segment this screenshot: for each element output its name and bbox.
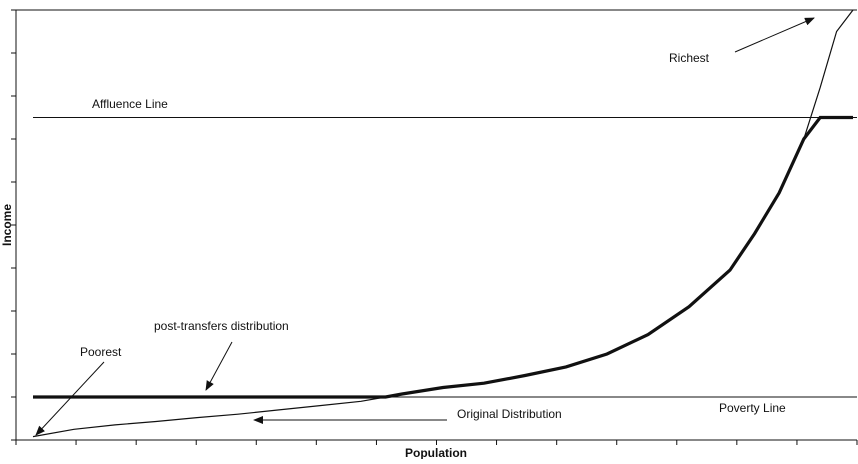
y-axis-title: Income [0, 204, 14, 246]
richest-arrow [734, 17, 815, 53]
original-distribution-label: Original Distribution [457, 407, 562, 421]
poorest-arrow [35, 361, 105, 436]
affluence-line-label: Affluence Line [92, 97, 168, 111]
richest-label: Richest [669, 51, 710, 65]
x-axis-title: Population [405, 446, 467, 459]
post-transfers-distribution-line [33, 115, 853, 399]
poorest-label: Poorest [80, 345, 122, 359]
original-distribution-line [32, 9, 854, 438]
post-transfers-label: post-transfers distribution [154, 319, 289, 333]
post-transfers-arrow [205, 341, 233, 391]
poverty-line-label: Poverty Line [719, 401, 786, 415]
y-ticks [11, 9, 16, 441]
x-ticks [15, 440, 858, 445]
